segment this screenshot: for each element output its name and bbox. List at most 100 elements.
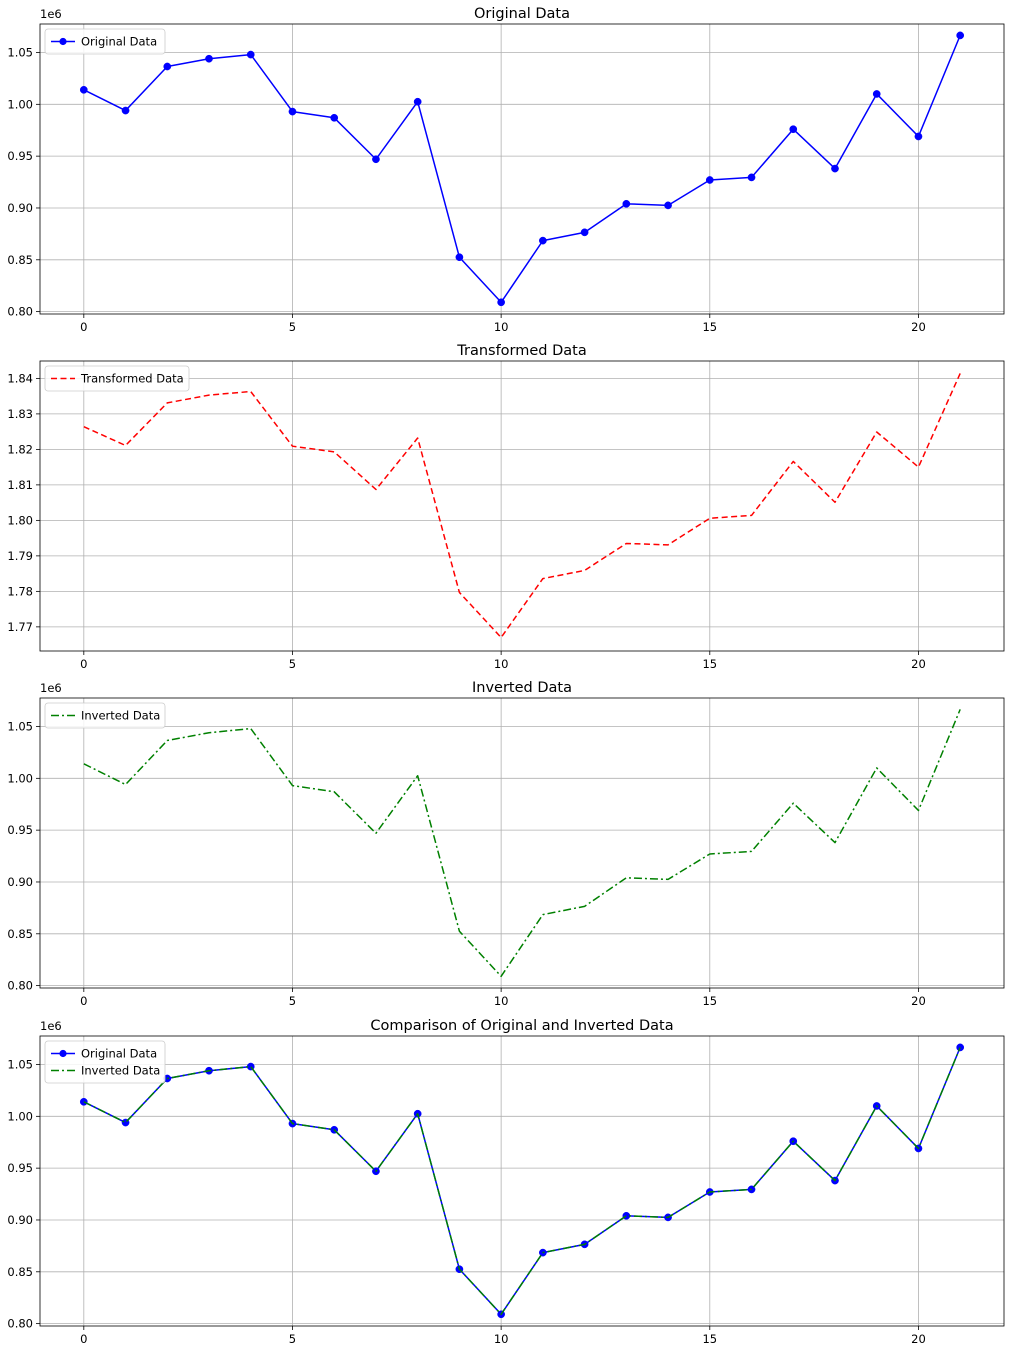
chart-panel: 0 5 10 15 20 0.80 0.85 0.90 0.95 1.00 1.05 Comparis… (7, 1018, 1005, 1346)
y-tick-label: 1.78 (7, 584, 33, 598)
data-point (664, 201, 672, 210)
y-tick-label: 1.84 (7, 371, 33, 385)
y-tick-label: 1.79 (7, 549, 33, 563)
chart-title: Original Data (474, 6, 570, 22)
data-point (580, 228, 589, 237)
x-tick-label: 20 (911, 657, 926, 671)
legend-label: Original Data (81, 35, 157, 49)
series-line (83, 35, 961, 304)
x-tick-label: 0 (80, 320, 87, 334)
data-point (831, 164, 839, 173)
y-tick-label: 1.80 (7, 513, 33, 527)
y-tick-label: 0.95 (7, 1161, 33, 1175)
x-tick-label: 15 (702, 657, 717, 671)
chart-title: Comparison of Original and Inverted Data (370, 1018, 673, 1034)
y-tick-label: 0.80 (7, 305, 33, 319)
x-tick-label: 5 (289, 320, 296, 334)
x-tick-label: 20 (911, 1332, 926, 1346)
y-tick-label: 0.90 (7, 201, 33, 215)
legend: Original Data (44, 28, 166, 55)
y-tick-label: 0.80 (7, 979, 33, 993)
data-point (330, 113, 339, 122)
axes-frame (39, 1035, 1005, 1327)
legend-label: Original Data (81, 1047, 157, 1061)
y-tick-label: 1.05 (7, 1058, 33, 1072)
chart-panel: 0 5 10 15 20 1.77 1.78 1.79 1.80 1.81 1.82 1.83 1.84… (7, 343, 1005, 671)
legend-box (44, 702, 166, 729)
data-point (497, 298, 505, 307)
data-point (246, 50, 255, 59)
y-tick-label: 1.83 (7, 407, 33, 421)
data-point (413, 97, 422, 106)
x-tick-label: 20 (911, 320, 926, 334)
data-point (956, 31, 965, 40)
data-point (455, 253, 464, 262)
data-point (79, 85, 88, 94)
x-tick-label: 5 (289, 1332, 296, 1346)
legend: Transformed Data (44, 365, 190, 392)
legend: Original Data Inverted Data (44, 1040, 166, 1084)
legend-box (44, 28, 166, 55)
data-point (622, 199, 631, 208)
y-offset-label: 1e6 (40, 7, 62, 21)
data-point (705, 176, 714, 184)
data-point (747, 173, 756, 182)
chart-panel: 0 5 10 15 20 0.80 0.85 0.90 0.95 1.00 1.05 Inverted… (7, 680, 1005, 1008)
series-line (83, 1047, 961, 1316)
data-point (163, 62, 172, 71)
y-tick-label: 1.05 (7, 46, 33, 60)
chart-panel: 0 5 10 15 20 0.80 0.85 0.90 0.95 1.00 1.05 Original… (7, 6, 1005, 334)
y-tick-label: 0.95 (7, 149, 33, 163)
legend-label: Inverted Data (81, 709, 160, 723)
legend-box (44, 1040, 166, 1084)
data-point (914, 132, 923, 141)
y-offset-label: 1e6 (40, 681, 62, 695)
x-tick-label: 0 (80, 994, 87, 1008)
x-tick-label: 10 (494, 657, 509, 671)
x-tick-label: 15 (702, 320, 717, 334)
y-tick-label: 0.90 (7, 1213, 33, 1227)
y-tick-label: 0.90 (7, 875, 33, 889)
y-tick-label: 1.00 (7, 1109, 33, 1123)
x-tick-label: 15 (702, 1332, 717, 1346)
axes-frame (39, 23, 1005, 315)
legend-marker (59, 1049, 67, 1058)
y-tick-label: 1.82 (7, 442, 33, 456)
data-point (539, 236, 547, 245)
data-point (205, 54, 213, 63)
y-tick-label: 0.85 (7, 927, 33, 941)
data-point (372, 155, 380, 164)
series-line (83, 709, 961, 978)
legend-marker (59, 37, 67, 46)
y-tick-label: 1.05 (7, 720, 33, 734)
axes-frame (39, 697, 1005, 989)
x-tick-label: 10 (494, 994, 509, 1008)
y-offset-label: 1e6 (40, 1019, 62, 1033)
y-tick-label: 1.81 (7, 478, 33, 492)
y-tick-label: 1.77 (7, 620, 33, 634)
x-tick-label: 5 (289, 994, 296, 1008)
x-tick-label: 0 (80, 1332, 87, 1346)
legend: Inverted Data (44, 702, 166, 729)
axes-frame (39, 360, 1005, 652)
y-tick-label: 0.80 (7, 1317, 33, 1331)
chart-title: Transformed Data (456, 343, 586, 359)
y-tick-label: 0.95 (7, 823, 33, 837)
x-tick-label: 5 (289, 657, 296, 671)
y-tick-label: 1.00 (7, 97, 33, 111)
x-tick-label: 10 (494, 320, 509, 334)
chart-title: Inverted Data (472, 680, 572, 696)
y-tick-label: 0.85 (7, 1265, 33, 1279)
x-tick-label: 20 (911, 994, 926, 1008)
x-tick-label: 10 (494, 1332, 509, 1346)
x-tick-label: 0 (80, 657, 87, 671)
data-point (789, 125, 798, 134)
data-point (872, 90, 881, 98)
data-point (121, 106, 130, 115)
legend-label: Transformed Data (80, 372, 184, 386)
y-tick-label: 0.85 (7, 253, 33, 267)
x-tick-label: 15 (702, 994, 717, 1008)
data-point (288, 107, 297, 116)
legend-box (44, 365, 190, 392)
